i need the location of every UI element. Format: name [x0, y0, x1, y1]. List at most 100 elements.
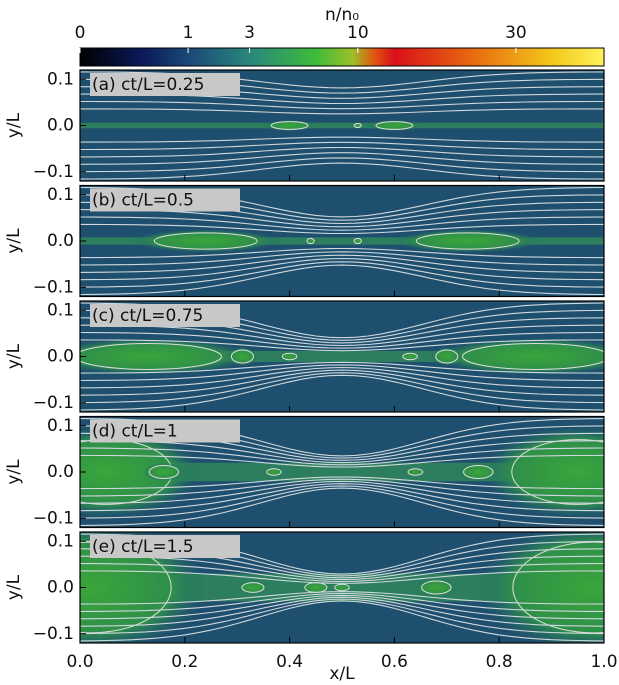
y-axis-label: y/L — [4, 112, 24, 138]
contour — [270, 121, 309, 130]
streamline — [80, 374, 604, 411]
panel-label: (b) ct/L=0.5 — [92, 191, 194, 211]
density-blob — [431, 338, 604, 375]
contour — [421, 580, 452, 595]
colorbar-tick-label: 1 — [183, 23, 194, 43]
streamline — [80, 331, 604, 349]
streamline — [80, 372, 604, 404]
y-tick-label: −0.1 — [33, 508, 74, 528]
label-box — [90, 73, 240, 96]
contour — [241, 582, 265, 593]
y-axis-label: y/L — [4, 228, 24, 254]
streamline — [80, 563, 604, 583]
y-axis-label: y/L — [4, 574, 24, 600]
x-tick-label: 0.6 — [381, 652, 408, 672]
streamline — [80, 251, 604, 266]
y-tick-label: 0.1 — [47, 416, 74, 436]
colorbar-tick-label: 10 — [347, 23, 369, 43]
streamline — [80, 594, 604, 620]
y-tick-label: 0.1 — [47, 300, 74, 320]
current-sheet — [80, 350, 604, 363]
panel-label: (c) ct/L=0.75 — [92, 306, 203, 326]
streamline — [80, 339, 604, 352]
streamline — [80, 216, 604, 231]
contour — [463, 465, 494, 479]
contour — [375, 121, 414, 130]
y-tick-label: −0.1 — [33, 393, 74, 413]
contour — [80, 343, 222, 370]
x-tick-label: 0.4 — [276, 652, 303, 672]
y-tick-label: 0.0 — [47, 116, 74, 136]
panel — [80, 301, 604, 412]
streamline — [80, 162, 604, 180]
y-tick-label: 0.1 — [47, 69, 74, 89]
streamline — [80, 136, 604, 143]
contour — [306, 237, 315, 245]
streamline — [80, 598, 604, 635]
streamline — [80, 108, 604, 115]
y-tick-label: −0.1 — [33, 624, 74, 644]
streamline — [80, 480, 604, 504]
colorbar-title: n/n₀ — [325, 5, 359, 25]
contour — [148, 465, 180, 479]
y-tick-label: 0.1 — [47, 185, 74, 205]
streamline — [80, 485, 604, 519]
streamline — [80, 366, 604, 389]
colorbar — [79, 47, 605, 67]
x-tick-label: 0.0 — [66, 652, 93, 672]
streamline — [80, 487, 604, 526]
contour — [334, 583, 350, 592]
y-tick-label: −0.1 — [33, 162, 74, 182]
contour — [153, 232, 258, 250]
streamline — [80, 570, 604, 584]
density-blob — [80, 425, 201, 519]
current-sheet — [80, 122, 604, 129]
streamline — [80, 600, 604, 642]
label-box — [90, 304, 240, 327]
y-axis-label: y/L — [4, 343, 24, 369]
y-tick-label: 0.0 — [47, 462, 74, 482]
panel-label: (a) ct/L=0.25 — [92, 75, 204, 95]
label-box — [90, 188, 240, 212]
panel-label: (d) ct/L=1 — [92, 422, 178, 442]
panel-label: (e) ct/L=1.5 — [92, 537, 194, 557]
streamline — [80, 100, 604, 110]
streamline — [80, 369, 604, 396]
contour — [230, 349, 254, 364]
current-sheet — [80, 237, 604, 245]
x-tick-label: 0.8 — [486, 652, 513, 672]
colorbar-tick-label: 30 — [505, 23, 527, 43]
streamline — [80, 324, 604, 347]
y-tick-label: 0.0 — [47, 578, 74, 598]
streamline — [80, 476, 604, 490]
streamline — [80, 264, 604, 296]
density-blob — [80, 338, 253, 375]
label-box — [90, 419, 240, 443]
streamline — [80, 596, 604, 627]
contour — [281, 352, 298, 361]
streamline — [80, 152, 604, 165]
streamline — [80, 146, 604, 158]
panel — [80, 416, 604, 528]
contour — [415, 232, 520, 250]
streamline — [80, 247, 604, 259]
streamline — [80, 440, 604, 464]
density-blob — [478, 532, 604, 643]
colorbar-tick-label: 0 — [75, 23, 86, 43]
streamline — [80, 361, 604, 374]
x-tick-label: 1.0 — [590, 652, 617, 672]
streamline — [80, 261, 604, 288]
streamline — [80, 592, 604, 612]
density-blob — [483, 425, 604, 519]
y-tick-label: −0.1 — [33, 277, 74, 297]
colorbar-tick-label: 3 — [244, 23, 255, 43]
contour — [353, 237, 362, 245]
streamline — [80, 483, 604, 512]
streamline — [80, 447, 604, 466]
x-tick-label: 0.2 — [171, 652, 198, 672]
streamline — [80, 555, 604, 581]
contour — [511, 439, 604, 505]
streamline — [80, 254, 604, 273]
contour — [512, 541, 604, 634]
